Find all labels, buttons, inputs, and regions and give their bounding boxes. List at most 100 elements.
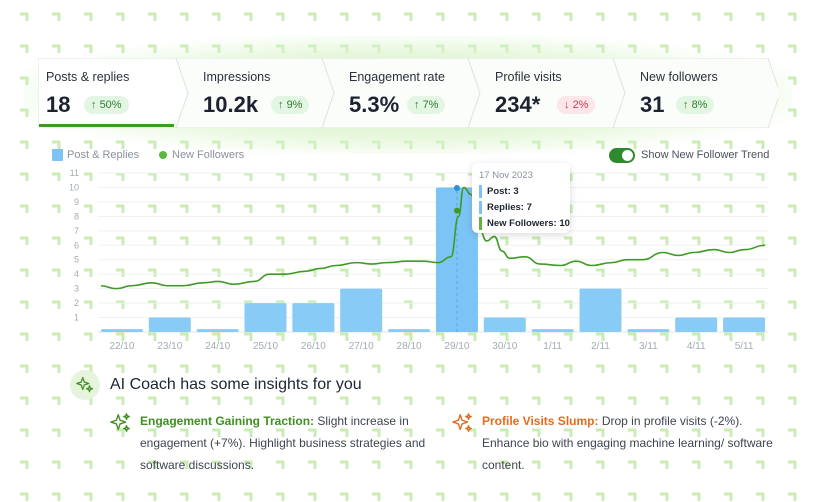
pattern-mark: [756, 172, 765, 181]
pattern-mark: [404, 300, 413, 309]
change-badge: ↑ 50%: [84, 96, 129, 114]
pattern-mark: [276, 332, 285, 341]
change-arrow-icon: ↑: [91, 99, 97, 111]
pattern-mark: [468, 396, 477, 405]
insight-heading: Engagement Gaining Traction:: [140, 414, 315, 428]
pattern-mark: [500, 236, 509, 245]
pattern-mark: [724, 204, 733, 213]
pattern-mark: [596, 332, 605, 341]
pattern-mark: [500, 332, 509, 341]
pattern-mark: [116, 204, 125, 213]
pattern-mark: [148, 428, 157, 437]
pattern-mark: [628, 172, 637, 181]
pattern-mark: [372, 236, 381, 245]
pattern-mark: [116, 300, 125, 309]
bar-25-10: [244, 303, 287, 332]
pattern-mark: [180, 396, 189, 405]
bar-24-10: [196, 329, 239, 332]
x-tick-label: 3/11: [639, 341, 658, 352]
pattern-mark: [788, 428, 797, 437]
metric-impressions[interactable]: Impressions 10.2k ↑ 9%: [195, 58, 335, 128]
tooltip-row-followers: New Followers: 10: [479, 217, 570, 230]
pattern-mark: [180, 492, 189, 501]
pattern-mark: [628, 12, 637, 21]
pattern-mark: [660, 428, 669, 437]
pattern-mark: [692, 172, 701, 181]
bar-4-11: [675, 317, 718, 332]
change-arrow-icon: ↑: [278, 99, 284, 111]
pattern-mark: [308, 332, 317, 341]
pattern-mark: [564, 428, 573, 437]
pattern-mark: [724, 428, 733, 437]
pattern-mark: [660, 492, 669, 501]
y-tick-label: 7: [74, 226, 79, 236]
pattern-mark: [436, 428, 445, 437]
pattern-mark: [532, 364, 541, 373]
x-tick-label: 1/11: [543, 341, 562, 352]
change-arrow-icon: ↓: [564, 99, 570, 111]
tooltip-marker: [479, 217, 482, 230]
pattern-mark: [628, 204, 637, 213]
tooltip-marker: [479, 185, 482, 198]
pattern-mark: [436, 332, 445, 341]
pattern-mark: [500, 12, 509, 21]
pattern-mark: [468, 364, 477, 373]
pattern-mark: [148, 396, 157, 405]
trend-toggle[interactable]: [609, 148, 635, 163]
legend-bars-label: Post & Replies: [67, 149, 140, 161]
y-tick-label: 6: [74, 240, 79, 250]
pattern-mark: [468, 12, 477, 21]
pattern-mark: [404, 332, 413, 341]
change-badge: ↓ 2%: [557, 96, 596, 114]
pattern-mark: [692, 12, 701, 21]
pattern-mark: [116, 332, 125, 341]
pattern-mark: [20, 268, 29, 277]
metric-profile-visits[interactable]: Profile visits 234* ↓ 2%: [487, 58, 627, 128]
pattern-mark: [52, 172, 61, 181]
pattern-mark: [468, 428, 477, 437]
tooltip-marker: [479, 201, 482, 214]
pattern-mark: [564, 364, 573, 373]
pattern-mark: [404, 428, 413, 437]
metric-tile: [612, 58, 778, 128]
y-tick-label: 9: [74, 197, 79, 207]
trend-toggle-label: Show New Follower Trend: [641, 149, 770, 161]
metrics-bar: Posts & replies 18 ↑ 50% Impressions 10.…: [38, 58, 778, 128]
selected-underline: [39, 124, 174, 127]
chart-tooltip: 17 Nov 2023 Post: 3 Replies: 7 New Follo…: [472, 163, 570, 233]
pattern-mark: [596, 428, 605, 437]
pattern-mark: [20, 204, 29, 213]
posts-followers-chart: 1 2 3 4 5 6 7 8 9 10 11 22/10 23/10 24/10 25/10 26/10 27…: [69, 168, 768, 352]
x-tick-label: 25/10: [253, 341, 278, 352]
pattern-mark: [404, 236, 413, 245]
pattern-mark: [20, 364, 29, 373]
pattern-mark: [756, 236, 765, 245]
pattern-mark: [148, 300, 157, 309]
pattern-mark: [532, 300, 541, 309]
pattern-mark: [404, 460, 413, 469]
metric-new-followers[interactable]: New followers 31 ↑ 8%: [632, 58, 772, 128]
y-tick-label: 11: [70, 168, 79, 178]
pattern-mark: [756, 460, 765, 469]
pattern-mark: [436, 172, 445, 181]
pattern-mark: [564, 396, 573, 405]
pattern-mark: [372, 460, 381, 469]
legend-bar-swatch: [52, 149, 63, 161]
pattern-mark: [404, 172, 413, 181]
x-tick-label: 26/10: [301, 341, 326, 352]
pattern-mark: [340, 172, 349, 181]
pattern-mark: [628, 236, 637, 245]
pattern-mark: [84, 460, 93, 469]
bar-2-11: [579, 288, 622, 332]
pattern-mark: [52, 268, 61, 277]
pattern-mark: [308, 12, 317, 21]
metric-posts-replies[interactable]: Posts & replies 18 ↑ 50%: [38, 58, 178, 128]
metric-engagement-rate[interactable]: Engagement rate 5.3% ↑ 7%: [341, 58, 481, 128]
ai-coach-icon: [70, 370, 100, 400]
pattern-mark: [212, 332, 221, 341]
pattern-mark: [436, 12, 445, 21]
metrics-arrows: [38, 58, 778, 128]
pattern-mark: [372, 428, 381, 437]
pattern-mark: [212, 396, 221, 405]
bar-27-10: [340, 288, 383, 332]
